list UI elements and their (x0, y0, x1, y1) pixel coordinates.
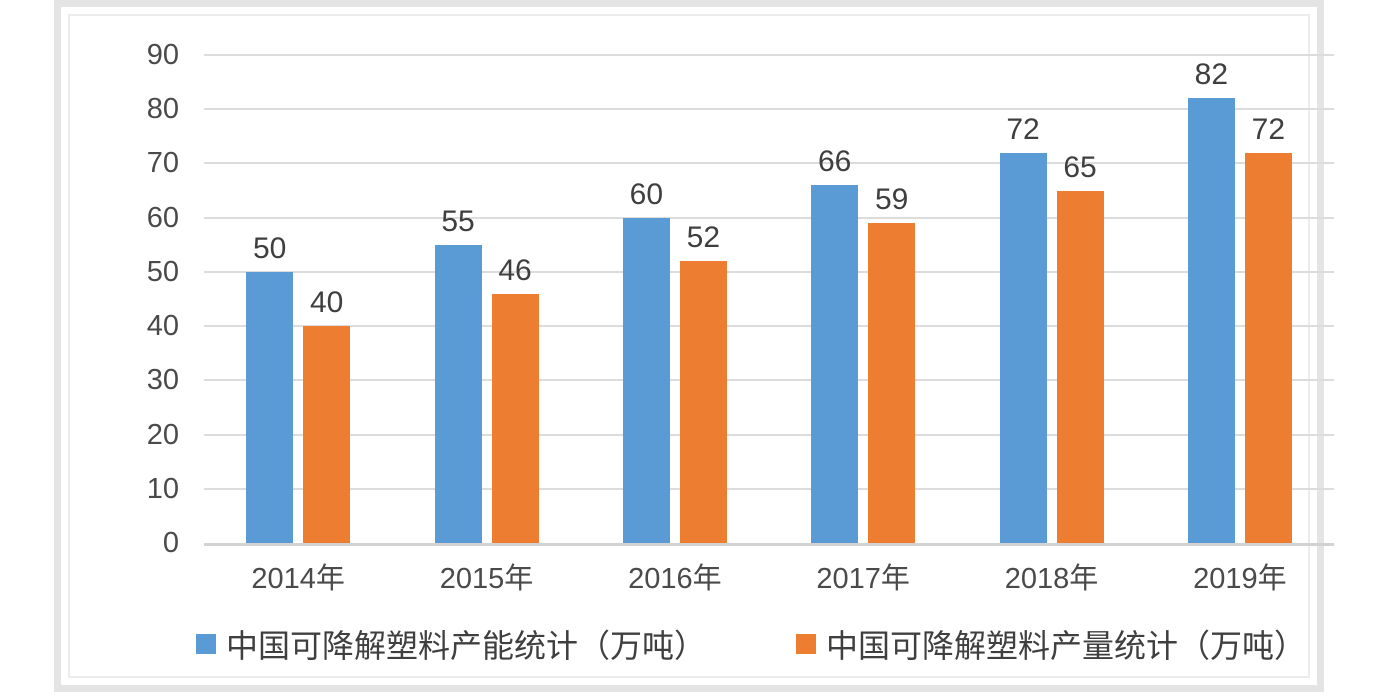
x-axis-tick-label: 2019年 (1193, 563, 1287, 595)
bar-value-label: 72 (1006, 112, 1040, 146)
gridline (204, 162, 1334, 165)
y-axis: 0 10 20 30 40 50 60 70 80 90 (117, 7, 179, 700)
bar-value-label: 65 (1063, 150, 1097, 184)
gridline (204, 108, 1334, 111)
y-axis-tick-label: 90 (146, 39, 179, 71)
bar (1187, 98, 1235, 543)
gridline (204, 325, 1334, 328)
bar (303, 326, 351, 543)
legend-swatch (195, 634, 216, 654)
y-axis-tick-label: 60 (146, 201, 179, 234)
gridline (204, 216, 1334, 219)
bar-value-label: 66 (817, 145, 852, 179)
legend-label: 中国可降解塑料产能统计（万吨） (225, 628, 706, 664)
bar-value-label: 72 (1251, 112, 1286, 146)
y-axis-tick-label: 10 (146, 472, 179, 505)
bar (246, 271, 294, 543)
bar-value-label: 46 (498, 253, 532, 287)
x-axis-tick-label: 2018年 (1004, 563, 1099, 595)
bar-value-label: 40 (309, 286, 344, 320)
legend-label: 中国可降解塑料产量统计（万吨） (826, 628, 1307, 664)
y-axis-tick-label: 50 (146, 255, 179, 288)
chart-frame: 0 10 20 30 40 50 60 70 80 90 50 40 55 46 60 52 66 59 72 65… (54, 0, 1334, 692)
bar-value-label: 55 (441, 204, 475, 238)
legend-swatch (796, 634, 816, 654)
bar (811, 185, 859, 543)
x-axis-tick-label: 2015年 (439, 563, 534, 595)
bar-value-label: 82 (1194, 58, 1229, 92)
bar (1056, 190, 1104, 543)
y-axis-tick-label: 0 (162, 527, 179, 559)
bar (999, 152, 1047, 543)
bar (491, 293, 539, 543)
gridline (204, 270, 1334, 273)
legend-item: 中国可降解塑料产能统计（万吨） (195, 621, 706, 667)
gridline (204, 379, 1334, 382)
x-axis: 2014年 2015年 2016年 2017年 2018年 2019年 (204, 561, 1334, 601)
bar (1244, 152, 1292, 543)
bar-value-label: 50 (252, 231, 287, 265)
y-axis-tick-label: 80 (146, 93, 179, 126)
gridline (204, 487, 1334, 490)
y-axis-tick-label: 40 (146, 310, 179, 343)
y-axis-tick-label: 30 (146, 364, 179, 397)
bar-value-label: 59 (874, 183, 909, 217)
y-axis-tick-label: 20 (146, 418, 179, 451)
bar-value-label: 52 (686, 221, 721, 255)
bar (622, 217, 670, 543)
bar (434, 244, 482, 543)
bar-value-label: 60 (629, 177, 664, 211)
plot-area: 50 40 55 46 60 52 66 59 72 65 82 72 (204, 54, 1334, 546)
legend-item: 中国可降解塑料产量统计（万吨） (796, 621, 1306, 667)
bar (679, 261, 727, 543)
x-axis-tick-label: 2016年 (628, 563, 722, 595)
x-axis-tick-label: 2017年 (816, 563, 910, 595)
bar (868, 223, 916, 543)
gridline (204, 54, 1334, 56)
gridline (204, 433, 1334, 436)
y-axis-tick-label: 70 (146, 147, 179, 180)
x-axis-tick-label: 2014年 (251, 563, 345, 595)
legend: 中国可降解塑料产能统计（万吨） 中国可降解塑料产量统计（万吨） (131, 621, 1371, 667)
